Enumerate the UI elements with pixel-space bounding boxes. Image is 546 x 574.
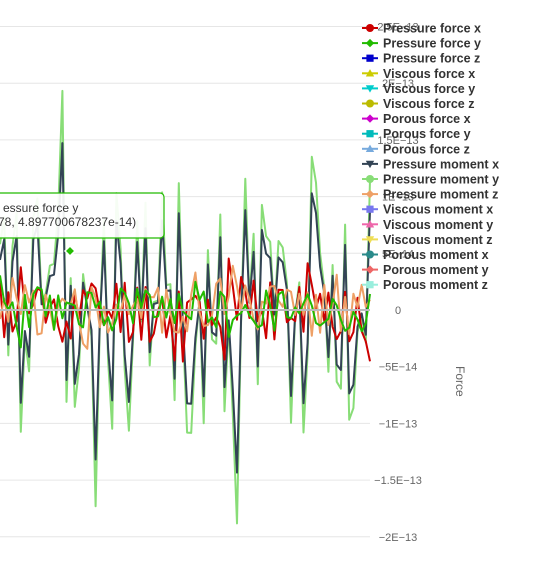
legend-item[interactable]: Pressure force x [362, 22, 481, 36]
y-axis-title: Force [453, 366, 467, 397]
legend-label: Viscous moment z [383, 233, 493, 247]
legend-label: Porous force y [383, 127, 471, 141]
legend-marker [365, 38, 375, 48]
legend-label: Viscous moment x [383, 203, 493, 217]
legend-item[interactable]: Viscous force y [362, 82, 475, 96]
y-tick-label: −5E−14 [379, 362, 418, 374]
legend-label: Viscous force x [383, 67, 475, 81]
legend-item[interactable]: Pressure moment x [362, 157, 499, 171]
legend-marker [365, 114, 375, 123]
series-layer [0, 89, 371, 525]
legend-marker [365, 85, 375, 93]
legend-item[interactable]: Viscous force z [362, 97, 474, 111]
legend-label: Viscous force y [383, 82, 475, 96]
legend-marker [366, 24, 374, 32]
legend-item[interactable]: Pressure moment y [362, 173, 499, 187]
legend-item[interactable]: Pressure force z [362, 52, 480, 66]
legend-marker [366, 99, 374, 108]
series-line [0, 142, 371, 474]
legend-label: Pressure moment z [383, 188, 498, 202]
legend-label: Porous moment z [383, 278, 488, 292]
legend-item[interactable]: Porous moment x [362, 248, 489, 262]
series-line [0, 264, 371, 350]
legend-item[interactable]: Viscous moment z [362, 233, 493, 247]
legend-item[interactable]: Porous force x [362, 112, 471, 126]
y-tick-label: 2E−13 [382, 78, 414, 90]
y-tick-label: 2.5E−13 [377, 22, 418, 34]
tooltip-box [0, 192, 165, 239]
y-tick-label: 5E−14 [382, 248, 414, 260]
legend-item[interactable]: Pressure force y [362, 37, 481, 51]
legend-item[interactable]: Porous moment y [362, 263, 489, 277]
legend-item[interactable]: Porous moment z [362, 278, 488, 292]
series-line [0, 257, 371, 363]
legend-label: Porous moment y [383, 263, 489, 277]
y-axis-ticks: 2.5E−13 2E−13 1.5E−13 1E−13 5E−14 0 −5E−14 −1E−… [374, 22, 422, 544]
grid-lines [0, 26, 370, 538]
legend-item[interactable]: Viscous force x [362, 67, 475, 81]
legend-label: Porous force z [383, 142, 470, 156]
legend-item[interactable]: Porous force y [362, 127, 471, 141]
legend-marker [365, 144, 375, 152]
tooltip-point [63, 244, 77, 258]
legend-label: Porous moment x [383, 248, 489, 262]
legend-label: Pressure moment x [383, 157, 499, 171]
y-tick-label: 1E−13 [382, 192, 414, 204]
y-tick-label: −2E−13 [379, 532, 418, 544]
legend-marker [366, 205, 374, 213]
legend-item[interactable]: Pressure moment z [362, 188, 498, 202]
legend-item[interactable]: Viscous moment y [362, 218, 493, 232]
legend-label: Pressure force x [383, 22, 481, 36]
legend-marker [366, 281, 374, 289]
legend-marker [365, 69, 375, 77]
legend-label: Porous force x [383, 112, 471, 126]
legend-item[interactable]: Porous force z [362, 142, 470, 156]
legend-item[interactable]: Viscous moment x [362, 203, 493, 217]
legend-label: Pressure force z [383, 52, 480, 66]
legend-marker [366, 175, 374, 183]
legend-label: Viscous force z [383, 97, 474, 111]
legend-marker [365, 265, 375, 274]
legend-marker [365, 189, 375, 199]
tooltip: essure force y 78, 4.897700678237e-14) [0, 192, 165, 258]
y-tick-label: 0 [395, 305, 401, 317]
legend-marker [365, 220, 375, 228]
legend-marker [365, 160, 375, 169]
y-tick-label: −1E−13 [379, 418, 418, 430]
legend-marker [366, 54, 374, 62]
legend-label: Pressure moment y [383, 173, 499, 187]
y-tick-label: 1.5E−13 [377, 135, 418, 147]
legend-marker [365, 236, 375, 244]
tooltip-title: essure force y [3, 201, 78, 215]
tooltip-body: 78, 4.897700678237e-14) [0, 215, 136, 229]
y-tick-label: −1.5E−13 [374, 475, 422, 487]
legend-label: Viscous moment y [383, 218, 493, 232]
legend-marker [366, 250, 374, 259]
legend-label: Pressure force y [383, 37, 481, 51]
tooltip-marker [63, 244, 77, 258]
series-line [0, 275, 371, 349]
legend-marker [366, 130, 374, 138]
